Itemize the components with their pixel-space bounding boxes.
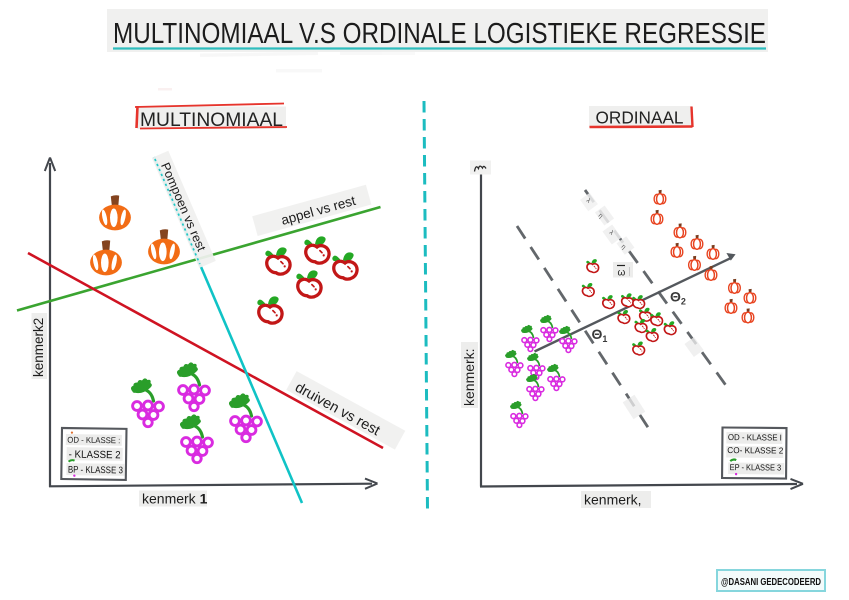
- svg-text:kenmerk2: kenmerk2: [31, 318, 46, 377]
- svg-text:kenmerk 1: kenmerk 1: [142, 491, 208, 507]
- svg-text:EP - KLASSE 3: EP - KLASSE 3: [730, 462, 782, 472]
- svg-text:OD - KLASSE I: OD - KLASSE I: [728, 432, 782, 442]
- svg-text:ORDINAAL: ORDINAAL: [596, 108, 684, 128]
- svg-text:BP - KLASSE 3: BP - KLASSE 3: [68, 465, 123, 477]
- svg-text:η: η: [620, 243, 628, 251]
- svg-text:CO- KLASSE 2: CO- KLASSE 2: [727, 445, 783, 455]
- svg-text:λ: λ: [608, 229, 616, 237]
- svg-text:λ: λ: [585, 197, 593, 205]
- svg-text:MULTINOMIAAL V.S ORDINALE LOGI: MULTINOMIAAL V.S ORDINALE LOGISTIEKE REG…: [113, 18, 766, 50]
- svg-text:OD - KLASSE :: OD - KLASSE :: [67, 435, 120, 446]
- svg-text:@DASANI GEDECODEERD: @DASANI GEDECODEERD: [721, 576, 821, 588]
- svg-text:kenmerk:: kenmerk:: [461, 348, 477, 406]
- svg-text:- KLASSE 2: - KLASSE 2: [69, 449, 121, 462]
- svg-text:kenmerk,: kenmerk,: [584, 492, 642, 508]
- svg-text:ω: ω: [618, 268, 626, 279]
- svg-text:MULTINOMIAAL: MULTINOMIAAL: [140, 109, 283, 131]
- svg-text:η: η: [597, 212, 605, 220]
